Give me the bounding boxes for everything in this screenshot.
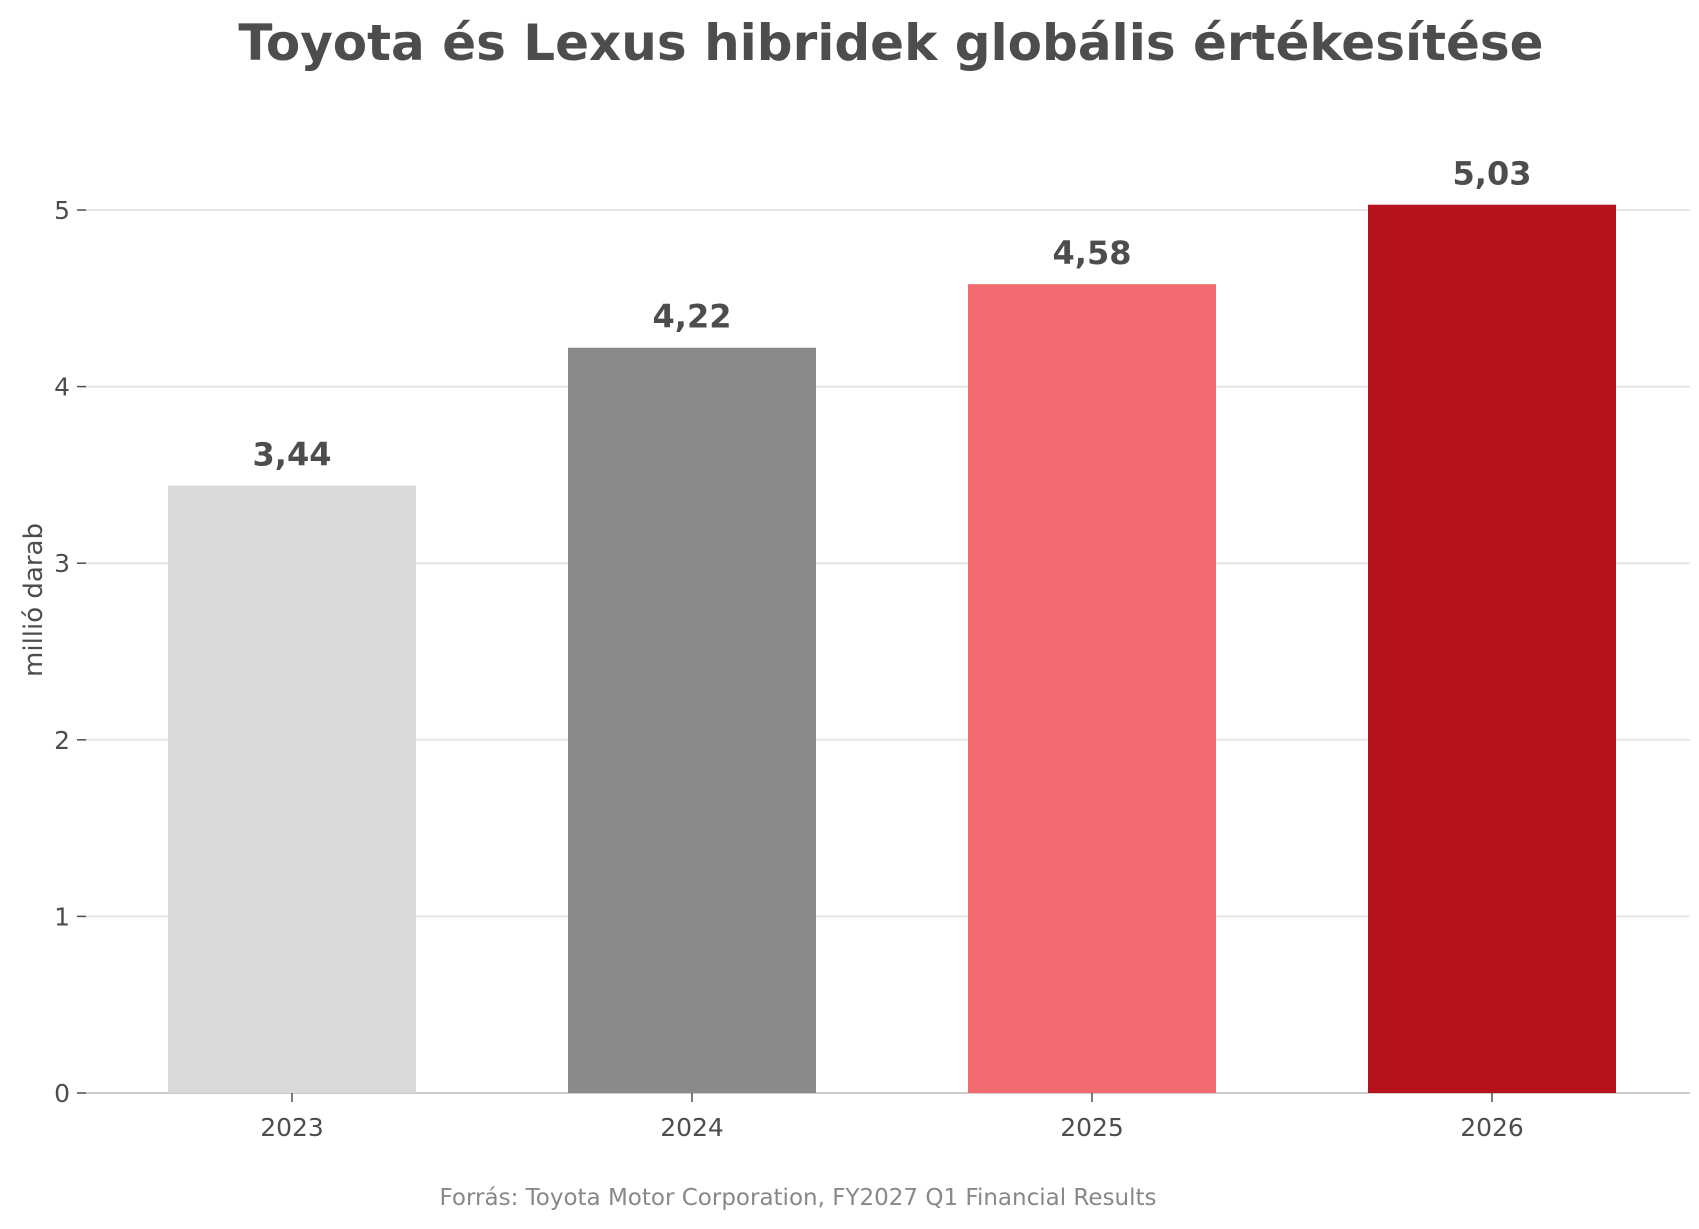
bar-2023 (168, 485, 416, 1094)
data-label-2024: 4,22 (653, 298, 732, 336)
data-label-2026: 5,03 (1453, 155, 1532, 193)
y-tick-label-5: 5 (54, 196, 70, 225)
chart-title: Toyota és Lexus hibridek globális értéke… (238, 14, 1543, 72)
y-tick-label-0: 0 (54, 1079, 70, 1108)
x-tick-label-2026: 2026 (1460, 1113, 1524, 1142)
source-note: Forrás: Toyota Motor Corporation, FY2027… (440, 1185, 1157, 1211)
data-label-2023: 3,44 (253, 435, 332, 473)
axis-ticks: 0 1 2 3 4 5 2023 2024 2025 2026 (54, 196, 1524, 1142)
x-tick-label-2023: 2023 (260, 1113, 324, 1142)
y-tick-label-4: 4 (54, 373, 70, 402)
y-axis-label: millió darab (19, 523, 49, 677)
bar-2024 (568, 347, 816, 1093)
y-tick-label-3: 3 (54, 549, 70, 578)
y-tick-label-1: 1 (54, 902, 70, 931)
bar-2025 (968, 284, 1216, 1093)
data-labels: 3,44 4,22 4,58 5,03 (253, 155, 1532, 474)
y-tick-label-2: 2 (54, 726, 70, 755)
x-tick-label-2025: 2025 (1060, 1113, 1124, 1142)
data-label-2025: 4,58 (1053, 234, 1132, 272)
bars (168, 204, 1616, 1094)
bar-2026 (1368, 204, 1616, 1093)
x-tick-label-2024: 2024 (660, 1113, 724, 1142)
